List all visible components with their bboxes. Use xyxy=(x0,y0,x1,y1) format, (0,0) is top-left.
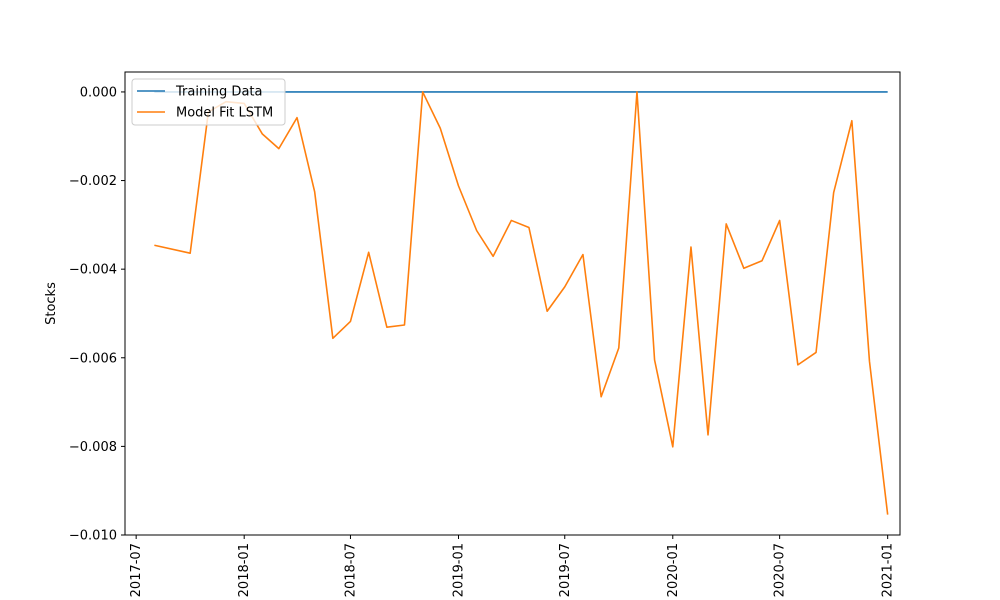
legend-box xyxy=(131,78,286,126)
legend-entry: Model Fit LSTM xyxy=(176,106,273,121)
x-tick-label: 2019-07 xyxy=(558,543,573,597)
y-tick-label: −0.002 xyxy=(69,174,117,189)
y-tick-label: −0.008 xyxy=(69,440,117,455)
y-tick-label: −0.010 xyxy=(69,529,117,544)
y-tick-label: −0.004 xyxy=(69,263,117,278)
y-axis: 0.000 −0.002 −0.004 −0.006 −0.008 −0.010 xyxy=(69,85,125,544)
x-tick-label: 2018-01 xyxy=(237,543,252,597)
x-tick-label: 2020-01 xyxy=(666,543,681,597)
x-tick-label: 2017-07 xyxy=(129,543,144,597)
x-tick-label: 2020-07 xyxy=(773,543,788,597)
y-tick-label: 0.000 xyxy=(80,85,117,100)
legend: Training Data Model Fit LSTM xyxy=(131,78,286,126)
y-axis-label: Stocks xyxy=(44,282,59,325)
legend-entry: Training Data xyxy=(175,85,262,100)
y-tick-label: −0.006 xyxy=(69,351,117,366)
plot-frame xyxy=(124,71,901,536)
x-axis: 2017-07 2018-01 2018-07 2019-01 2019-07 2020-… xyxy=(129,535,896,597)
series-line-model-fit-lstm xyxy=(154,91,889,515)
x-tick-label: 2018-07 xyxy=(343,543,358,597)
plot-area xyxy=(125,72,900,535)
x-tick-label: 2021-01 xyxy=(881,543,896,597)
x-tick-label: 2019-01 xyxy=(451,543,466,597)
